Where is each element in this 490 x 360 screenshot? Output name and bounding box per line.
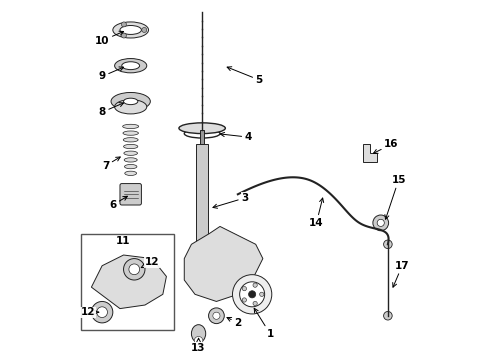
- Polygon shape: [92, 255, 167, 309]
- Ellipse shape: [123, 98, 138, 105]
- Text: 5: 5: [227, 67, 263, 85]
- Ellipse shape: [192, 325, 206, 342]
- Circle shape: [129, 264, 140, 275]
- Circle shape: [248, 291, 256, 298]
- Circle shape: [209, 308, 224, 324]
- Ellipse shape: [123, 144, 138, 149]
- Circle shape: [97, 307, 107, 318]
- Ellipse shape: [111, 93, 150, 111]
- Circle shape: [373, 215, 389, 231]
- Circle shape: [122, 22, 126, 27]
- Text: 1: 1: [254, 308, 273, 339]
- Circle shape: [260, 292, 264, 296]
- Ellipse shape: [124, 158, 137, 162]
- Ellipse shape: [115, 59, 147, 73]
- Text: 6: 6: [109, 196, 127, 210]
- Ellipse shape: [115, 100, 147, 114]
- Ellipse shape: [179, 123, 225, 134]
- Text: 12: 12: [80, 307, 98, 317]
- Circle shape: [384, 311, 392, 320]
- Text: 8: 8: [98, 103, 123, 117]
- Ellipse shape: [122, 124, 139, 129]
- Circle shape: [240, 282, 265, 307]
- Text: 14: 14: [309, 198, 324, 228]
- Circle shape: [194, 337, 203, 345]
- Ellipse shape: [124, 165, 137, 169]
- Circle shape: [232, 275, 272, 314]
- Text: 13: 13: [191, 338, 206, 353]
- Text: 16: 16: [373, 139, 399, 153]
- Polygon shape: [184, 226, 263, 301]
- Circle shape: [242, 287, 246, 291]
- Circle shape: [122, 33, 126, 38]
- Bar: [196, 144, 208, 258]
- Text: 11: 11: [116, 236, 131, 246]
- Circle shape: [253, 283, 257, 287]
- Circle shape: [142, 27, 147, 32]
- Circle shape: [213, 312, 220, 319]
- Ellipse shape: [124, 151, 138, 156]
- Text: 17: 17: [392, 261, 410, 287]
- FancyBboxPatch shape: [120, 184, 142, 205]
- Circle shape: [242, 298, 246, 302]
- Text: 12: 12: [141, 257, 159, 267]
- Ellipse shape: [123, 138, 138, 142]
- Circle shape: [377, 219, 384, 226]
- Text: 2: 2: [227, 318, 242, 328]
- Text: 10: 10: [95, 31, 123, 46]
- Polygon shape: [363, 144, 377, 162]
- Circle shape: [123, 258, 145, 280]
- Text: 9: 9: [98, 67, 123, 81]
- Circle shape: [253, 301, 257, 306]
- Ellipse shape: [125, 171, 137, 175]
- Ellipse shape: [123, 131, 138, 135]
- Ellipse shape: [113, 22, 148, 38]
- Circle shape: [384, 240, 392, 249]
- Text: 3: 3: [213, 193, 248, 208]
- Ellipse shape: [120, 26, 142, 35]
- Ellipse shape: [122, 62, 140, 69]
- Text: 7: 7: [102, 157, 120, 171]
- Bar: [81, 234, 173, 330]
- Bar: [200, 130, 204, 144]
- Text: 4: 4: [220, 132, 252, 142]
- Text: 15: 15: [385, 175, 406, 219]
- Circle shape: [92, 301, 113, 323]
